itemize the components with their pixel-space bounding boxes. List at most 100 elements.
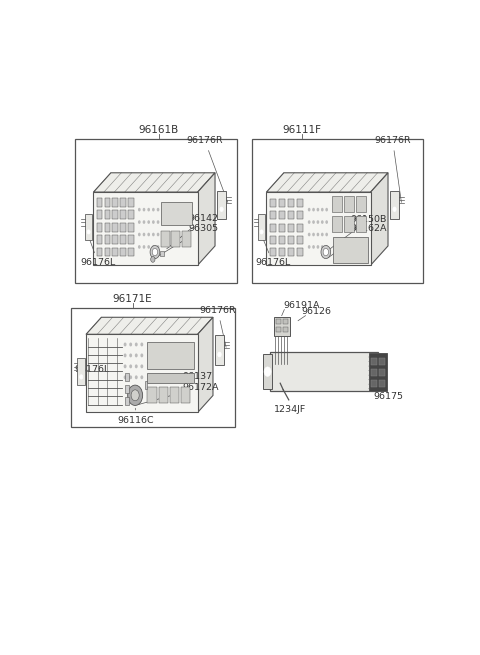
Bar [379,380,385,387]
Text: 96171E: 96171E [113,293,152,303]
Bar [332,196,343,212]
Circle shape [321,208,324,212]
Circle shape [156,233,159,236]
Bar [161,231,170,247]
Bar [252,139,423,283]
Circle shape [220,207,223,212]
Text: 96176L: 96176L [255,229,290,267]
Bar [182,231,191,247]
Bar [181,388,191,403]
Circle shape [124,375,127,379]
Circle shape [124,343,127,346]
Bar [105,248,110,257]
Circle shape [129,375,132,379]
Bar [270,198,276,207]
Polygon shape [86,334,198,413]
Bar [390,191,399,219]
Bar [96,198,102,207]
Circle shape [264,367,271,377]
Bar [276,327,281,332]
Circle shape [124,354,127,358]
Text: 96176R: 96176R [186,136,228,202]
Circle shape [321,245,324,249]
Circle shape [147,233,150,236]
Circle shape [129,343,132,346]
Bar [144,381,147,389]
Bar [274,316,289,336]
Bar [128,223,134,232]
Circle shape [147,245,150,249]
Circle shape [124,364,127,368]
Bar [297,211,303,219]
Circle shape [128,385,143,405]
Circle shape [143,208,145,212]
Circle shape [317,220,319,224]
Circle shape [143,220,145,224]
Bar [105,198,110,207]
Polygon shape [198,317,213,413]
Circle shape [140,375,144,379]
Bar [147,342,194,369]
Circle shape [138,245,141,249]
Bar [112,210,118,219]
Bar [96,235,102,244]
Circle shape [317,208,319,212]
Bar [270,248,276,257]
Circle shape [156,220,159,224]
Circle shape [138,233,141,236]
Bar [379,369,385,376]
Bar [276,319,281,324]
Text: 96116C: 96116C [118,408,154,424]
Bar [75,139,237,283]
Text: 96111F: 96111F [282,125,321,135]
Circle shape [156,245,159,249]
Circle shape [321,246,331,259]
Circle shape [129,354,132,358]
Bar [333,237,368,263]
Bar [120,248,126,257]
Circle shape [140,354,144,358]
Circle shape [317,245,319,249]
Polygon shape [86,317,213,334]
Polygon shape [371,173,388,265]
Circle shape [143,245,145,249]
Text: 96172A: 96172A [138,383,219,405]
Bar [297,236,303,244]
Circle shape [152,248,157,255]
Bar [112,223,118,232]
Bar [270,236,276,244]
Bar [288,248,294,257]
Circle shape [308,245,311,249]
Text: 96162A: 96162A [328,225,387,257]
Bar [112,248,118,257]
Bar [147,388,157,403]
Circle shape [138,220,141,224]
Circle shape [312,220,315,224]
Circle shape [325,208,328,212]
Text: 96175: 96175 [373,392,403,402]
Circle shape [325,245,328,249]
Bar [258,214,265,240]
Bar [158,388,168,403]
Circle shape [129,364,132,368]
Circle shape [260,230,263,234]
Bar [297,223,303,232]
Circle shape [325,220,328,224]
Circle shape [312,233,315,236]
Circle shape [147,220,150,224]
Bar [124,373,129,381]
Bar [217,191,226,219]
Bar [288,236,294,244]
Circle shape [138,208,141,212]
Bar [215,335,224,365]
Bar [112,198,118,207]
Bar [120,235,126,244]
Bar [161,202,192,225]
Circle shape [308,220,311,224]
Bar [270,223,276,232]
Circle shape [308,233,311,236]
Text: 96150B: 96150B [328,215,386,250]
Bar [112,235,118,244]
Bar [344,216,354,233]
Circle shape [135,354,138,358]
